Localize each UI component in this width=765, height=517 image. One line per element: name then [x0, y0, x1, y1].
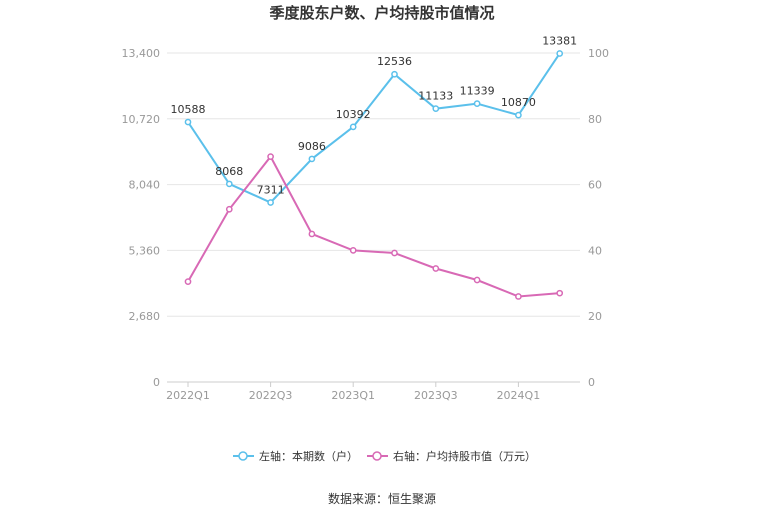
x-tick-label: 2023Q1 — [331, 389, 375, 402]
x-tick-label: 2024Q1 — [497, 389, 541, 402]
data-point[interactable] — [225, 180, 233, 188]
data-point[interactable] — [308, 230, 316, 238]
data-point[interactable] — [556, 50, 564, 57]
legend[interactable]: 左轴：本期数（户） 右轴：户均持股市值（万元） — [233, 449, 536, 463]
y-right-tick-label: 80 — [588, 113, 602, 126]
series-line-1 — [187, 154, 560, 298]
data-point[interactable] — [473, 276, 481, 284]
y-right-tick-label: 20 — [588, 310, 602, 323]
y-left-tick-label: 2,680 — [129, 310, 161, 323]
data-label: 10870 — [501, 96, 536, 109]
y-left-tick-label: 8,040 — [129, 179, 161, 192]
data-point[interactable] — [184, 118, 192, 126]
legend-item-households[interactable]: 左轴：本期数（户） — [233, 449, 358, 463]
data-label: 9086 — [298, 140, 326, 153]
legend-item-market-value[interactable]: 右轴：户均持股市值（万元） — [367, 449, 536, 463]
data-label: 10588 — [171, 103, 206, 116]
data-point[interactable] — [184, 278, 192, 286]
y-right-tick-label: 100 — [588, 47, 609, 60]
data-point[interactable] — [391, 70, 398, 78]
x-tick-label: 2022Q3 — [249, 389, 293, 402]
source-note: 数据来源：恒生聚源 — [328, 491, 436, 506]
legend-label-market-value: 右轴：户均持股市值（万元） — [393, 449, 536, 463]
data-label: 13381 — [542, 34, 577, 47]
x-tick-label: 2022Q1 — [166, 389, 210, 402]
legend-marker-households — [238, 451, 248, 461]
data-point[interactable] — [225, 205, 233, 213]
data-label: 8068 — [215, 165, 243, 178]
data-point[interactable] — [515, 293, 522, 300]
data-label: 7311 — [257, 183, 285, 196]
axes: 0 0 2,680 20 5,360 40 8,040 60 10,720 80 13,400 100… — [122, 47, 610, 402]
y-right-tick-label: 40 — [588, 244, 602, 257]
y-right-tick-label: 60 — [588, 179, 602, 192]
y-left-tick-label: 5,360 — [129, 244, 161, 257]
y-right-tick-label: 0 — [588, 376, 595, 389]
legend-label-households: 左轴：本期数（户） — [259, 449, 358, 463]
grid — [167, 52, 580, 317]
data-label: 11133 — [418, 90, 453, 103]
data-point[interactable] — [556, 289, 564, 297]
data-label: 11339 — [460, 85, 495, 98]
series-line-0 — [187, 52, 561, 204]
data-point[interactable] — [515, 111, 522, 119]
data-label: 10392 — [336, 108, 371, 121]
series-layer: 10588 8068 7311 9086 10392 12536 11133 11339 108… — [171, 34, 577, 300]
chart-title: 季度股东户数、户均持股市值情况 — [269, 4, 494, 22]
y-left-tick-label: 0 — [153, 376, 160, 389]
data-point[interactable] — [308, 155, 316, 163]
data-point[interactable] — [432, 105, 440, 113]
x-tick-label: 2023Q3 — [414, 389, 458, 402]
data-point[interactable] — [473, 100, 481, 107]
legend-marker-market-value — [372, 451, 382, 461]
data-label: 12536 — [377, 55, 412, 68]
data-point[interactable] — [267, 153, 274, 160]
data-point[interactable] — [349, 123, 357, 131]
data-point[interactable] — [432, 265, 440, 272]
data-point[interactable] — [349, 247, 357, 254]
data-point[interactable] — [267, 199, 274, 206]
y-left-tick-label: 13,400 — [122, 47, 161, 60]
y-left-tick-label: 10,720 — [122, 113, 161, 126]
data-point[interactable] — [391, 249, 398, 257]
